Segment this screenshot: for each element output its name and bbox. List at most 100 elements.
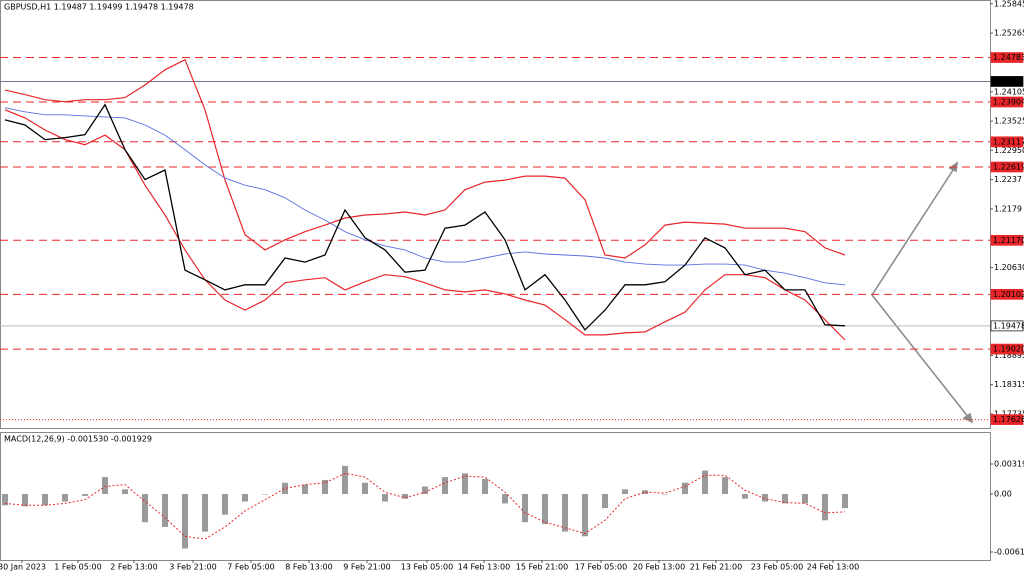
histogram-bar bbox=[2, 494, 8, 506]
histogram-bar bbox=[502, 494, 508, 504]
x-tick-label: 13 Feb 05:00 bbox=[401, 563, 453, 572]
y-tick-label: 1.2237 bbox=[994, 175, 1022, 184]
x-tick-label: 17 Feb 05:00 bbox=[575, 563, 627, 572]
y-tick-label: 1.25265 bbox=[994, 29, 1024, 38]
histogram-bar bbox=[162, 494, 168, 527]
histogram-bar bbox=[202, 494, 208, 532]
histogram-bar bbox=[322, 479, 328, 495]
histogram-bar bbox=[482, 479, 488, 495]
level-label: 1.20102 bbox=[993, 290, 1024, 299]
level-label-box bbox=[990, 234, 1024, 246]
histogram-bar bbox=[522, 494, 528, 523]
level-label: 1.23117 bbox=[993, 137, 1024, 146]
y-tick-label: 1.25845 bbox=[994, 0, 1024, 8]
histogram-bar bbox=[622, 489, 628, 495]
x-tick-label: 1 Feb 05:00 bbox=[54, 563, 101, 572]
series-line bbox=[4, 472, 846, 540]
x-tick-label: 20 Feb 13:00 bbox=[633, 563, 685, 572]
level-label: 1.21170 bbox=[993, 236, 1024, 245]
histogram-bar bbox=[302, 484, 308, 495]
x-tick-label: 3 Feb 21:00 bbox=[169, 563, 216, 572]
x-tick-label: 23 Feb 05:00 bbox=[751, 563, 803, 572]
histogram-bar bbox=[642, 490, 648, 495]
histogram-bar bbox=[362, 482, 368, 495]
series-line bbox=[4, 58, 846, 259]
histogram-bar bbox=[802, 494, 808, 504]
histogram-bar bbox=[562, 494, 568, 532]
arrow-down bbox=[871, 294, 970, 419]
x-tick-label: 14 Feb 13:00 bbox=[458, 563, 510, 572]
arrow-up bbox=[871, 166, 956, 296]
macd-panel bbox=[0, 432, 991, 561]
level-label-box bbox=[990, 288, 1024, 300]
histogram-bar bbox=[722, 477, 728, 495]
support-label-box bbox=[990, 414, 1024, 425]
histogram-bar bbox=[62, 494, 68, 502]
y-tick-label: 1.2179 bbox=[994, 204, 1022, 213]
histogram-bar bbox=[842, 494, 848, 509]
x-tick-label: 24 Feb 13:00 bbox=[807, 563, 859, 572]
macd-title: MACD(12,26,9) -0.001530 -0.001929 bbox=[4, 435, 152, 444]
histogram-bar bbox=[782, 494, 788, 504]
y-tick-label: 1.17735 bbox=[994, 410, 1024, 419]
resistance-label: 1.2431 bbox=[993, 77, 1021, 86]
histogram-bar bbox=[422, 486, 428, 495]
histogram-bar bbox=[762, 494, 768, 502]
histogram-bar bbox=[682, 482, 688, 495]
y-tick-label: 0.003198 bbox=[994, 459, 1024, 468]
last-price-label: 1.19478 bbox=[993, 321, 1024, 330]
y-tick-label: 1.22950 bbox=[994, 146, 1024, 155]
x-tick-label: 2 Feb 13:00 bbox=[110, 563, 157, 572]
histogram-bar bbox=[262, 494, 268, 495]
x-tick-label: 9 Feb 21:00 bbox=[343, 563, 390, 572]
x-tick-label: 30 Jan 2023 bbox=[0, 563, 46, 572]
histogram-bar bbox=[42, 494, 48, 506]
histogram-bar bbox=[602, 494, 608, 509]
histogram-bar bbox=[542, 494, 548, 525]
last-price-label-box bbox=[990, 320, 1024, 332]
histogram-bar bbox=[242, 494, 248, 502]
level-label-box bbox=[990, 343, 1024, 355]
histogram-bar bbox=[702, 470, 708, 495]
x-tick-label: 15 Feb 21:00 bbox=[516, 563, 568, 572]
histogram-bar bbox=[122, 489, 128, 495]
series-line bbox=[4, 103, 846, 331]
x-tick-label: 7 Feb 05:00 bbox=[227, 563, 274, 572]
resistance-label-box bbox=[990, 76, 1024, 87]
price-panel bbox=[0, 0, 991, 429]
histogram-bar bbox=[182, 494, 188, 549]
level-label-box bbox=[990, 96, 1024, 108]
level-label: 1.22619 bbox=[993, 163, 1024, 172]
histogram-bar bbox=[822, 494, 828, 521]
y-tick-label: 1.23525 bbox=[994, 117, 1024, 126]
histogram-bar bbox=[82, 494, 88, 496]
histogram-bar bbox=[442, 477, 448, 495]
y-tick-label: 1.20630 bbox=[994, 263, 1024, 272]
chart-title: GBPUSD,H1 1.19487 1.19499 1.19478 1.1947… bbox=[4, 3, 194, 12]
histogram-bar bbox=[142, 494, 148, 523]
histogram-bar bbox=[102, 477, 108, 495]
y-tick-label: 0.00 bbox=[994, 490, 1012, 499]
level-label-box bbox=[990, 161, 1024, 173]
level-label: 1.23904 bbox=[993, 97, 1024, 106]
y-tick-label: -0.006172 bbox=[994, 547, 1024, 556]
level-label-box bbox=[990, 52, 1024, 63]
x-tick-label: 21 Feb 21:00 bbox=[690, 563, 742, 572]
series-line bbox=[4, 107, 846, 286]
histogram-bar bbox=[222, 494, 228, 515]
y-tick-label: 1.18315 bbox=[994, 380, 1024, 389]
level-label: 1.19020 bbox=[993, 345, 1024, 354]
level-label: 1.24783 bbox=[993, 53, 1024, 62]
series-line bbox=[4, 109, 846, 341]
histogram-bar bbox=[282, 482, 288, 495]
support-label: 1.17626 bbox=[993, 415, 1024, 424]
histogram-bar bbox=[462, 473, 468, 495]
histogram-bar bbox=[342, 465, 348, 495]
level-label-box bbox=[990, 136, 1024, 148]
histogram-bar bbox=[662, 494, 668, 495]
y-tick-label: 1.18895 bbox=[994, 351, 1024, 360]
histogram-bar bbox=[582, 494, 588, 537]
histogram-bar bbox=[382, 494, 388, 502]
